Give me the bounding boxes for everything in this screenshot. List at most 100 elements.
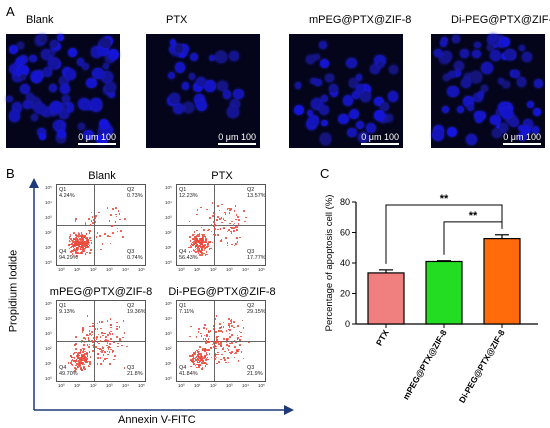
event-dot: [97, 211, 100, 214]
event-dot: [101, 350, 103, 353]
flow-scatter-plot: Q1 12.23% Q2 13.57% Q4 56.43% Q3 17.77%: [176, 184, 266, 266]
event-dot: [102, 360, 105, 362]
event-dot: [216, 340, 218, 343]
event-dot: [196, 240, 198, 243]
event-dot: [200, 357, 202, 359]
event-dot: [88, 217, 90, 220]
event-dot: [220, 342, 223, 344]
event-dot: [212, 225, 215, 228]
nucleus: [519, 45, 526, 52]
event-dot: [205, 359, 208, 361]
event-dot: [94, 328, 96, 330]
event-dot: [109, 242, 112, 245]
event-dot: [198, 327, 200, 330]
nucleus: [92, 67, 104, 80]
flow-ytick: 10⁴: [165, 200, 172, 205]
event-dot: [98, 321, 101, 323]
event-dot: [75, 242, 78, 244]
event-dot: [228, 322, 230, 325]
microscopy-title: PTX: [166, 14, 188, 26]
nucleus: [222, 89, 232, 99]
event-dot: [196, 235, 198, 237]
scale-label: 0 μm 100: [78, 132, 116, 142]
nucleus: [9, 45, 19, 54]
quadrant-label: Q1 4.24%: [59, 187, 75, 199]
nucleus: [471, 49, 481, 59]
nucleus: [388, 64, 399, 75]
event-dot: [204, 347, 207, 350]
nucleus: [346, 57, 357, 69]
event-dot: [201, 362, 204, 364]
event-dot: [219, 343, 222, 346]
flow-xtick: 10¹: [74, 383, 81, 388]
flow-ytick: 10¹: [165, 361, 172, 366]
event-dot: [70, 237, 73, 240]
flow-xtick: 10²: [90, 383, 97, 388]
event-dot: [80, 354, 83, 356]
event-dot: [238, 330, 241, 333]
event-dot: [101, 331, 103, 334]
event-dot: [96, 353, 99, 355]
event-dot: [75, 364, 78, 367]
flow-xtick: 10¹: [194, 267, 201, 272]
event-dot: [215, 353, 217, 356]
event-dot: [220, 345, 222, 348]
event-dot: [190, 355, 192, 357]
event-dot: [193, 238, 195, 240]
event-dot: [78, 354, 80, 357]
event-dot: [236, 241, 239, 243]
event-dot: [82, 239, 85, 241]
quadrant-label: Q1 9.13%: [59, 303, 75, 315]
event-dot: [245, 216, 247, 219]
event-dot: [91, 333, 94, 336]
event-dot: [200, 353, 202, 355]
event-dot: [192, 355, 194, 357]
panel-letter-a: A: [6, 4, 15, 19]
quadrant-id: Q1: [59, 303, 67, 309]
event-dot: [122, 320, 125, 322]
flow-xtick: 10³: [106, 383, 113, 388]
event-dot: [81, 369, 84, 372]
event-dot: [89, 361, 91, 364]
event-dot: [206, 349, 209, 351]
event-dot: [197, 241, 199, 244]
event-dot: [197, 358, 200, 360]
event-dot: [197, 359, 200, 361]
event-dot: [194, 235, 197, 238]
nucleus: [441, 51, 452, 62]
nucleus: [11, 70, 24, 82]
event-dot: [88, 244, 91, 247]
event-dot: [89, 224, 92, 226]
event-dot: [74, 366, 76, 369]
event-dot: [218, 327, 221, 329]
flow-axes: [29, 178, 294, 415]
event-dot: [213, 213, 216, 215]
scale-bar: [218, 143, 256, 145]
event-dot: [122, 235, 125, 238]
event-dot: [234, 226, 237, 228]
event-dot: [95, 338, 98, 341]
event-dot: [197, 233, 199, 236]
event-dot: [202, 239, 204, 242]
nucleus: [459, 48, 469, 58]
event-dot: [194, 364, 197, 367]
event-dot: [75, 367, 77, 370]
nucleus: [188, 72, 196, 80]
nucleus: [60, 84, 70, 95]
event-dot: [231, 227, 234, 229]
quadrant-value: 12.23%: [179, 193, 198, 199]
event-dot: [217, 353, 219, 356]
event-dot: [76, 363, 78, 365]
event-dot: [201, 241, 204, 244]
event-dot: [238, 219, 240, 222]
event-dot: [100, 248, 102, 251]
quadrant-value: 21.8%: [127, 371, 143, 377]
nucleus: [305, 54, 316, 65]
event-dot: [214, 228, 216, 230]
event-dot: [88, 237, 91, 239]
event-dot: [70, 360, 73, 362]
event-dot: [84, 221, 87, 224]
nucleus: [308, 115, 320, 126]
event-dot: [202, 246, 205, 248]
event-dot: [110, 330, 112, 333]
